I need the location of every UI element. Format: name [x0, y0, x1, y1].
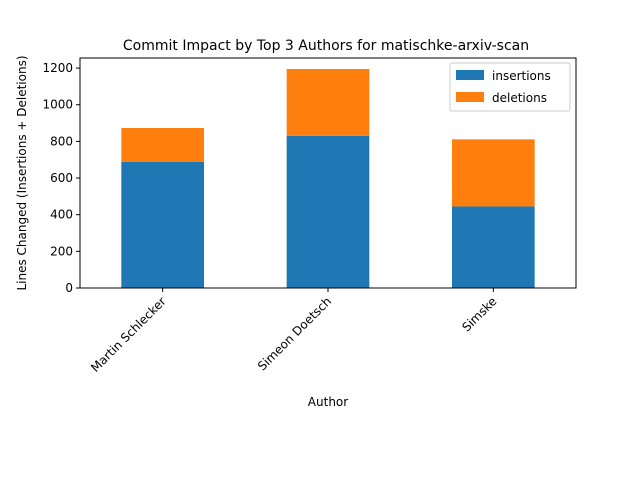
bars-group	[121, 68, 535, 288]
chart-title: Commit Impact by Top 3 Authors for matis…	[123, 38, 529, 54]
x-axis-label: Author	[308, 395, 348, 409]
legend-label-insertions: insertions	[492, 69, 551, 83]
y-axis-label: Lines Changed (Insertions + Deletions)	[15, 55, 29, 290]
legend-label-deletions: deletions	[492, 91, 547, 105]
x-tick-label: Martin Schlecker	[88, 294, 169, 375]
y-tick-label: 400	[50, 208, 73, 222]
x-tick-label: Simeon Doetsch	[255, 294, 334, 373]
bar-insertions-1	[286, 135, 370, 288]
bar-deletions-1	[286, 68, 370, 136]
y-axis: 0 200 400 600 800 1000 1200	[42, 61, 80, 295]
plot-frame	[79, 57, 577, 289]
y-tick-label: 1000	[42, 98, 73, 112]
y-tick-label: 600	[50, 171, 73, 185]
x-tick-label: Simske	[459, 294, 499, 334]
bar-insertions-2	[452, 206, 535, 288]
legend: insertions deletions	[449, 62, 571, 112]
y-tick-label: 800	[50, 134, 73, 148]
legend-swatch-deletions	[456, 92, 484, 102]
x-axis: Martin Schlecker Simeon Doetsch Simske	[88, 288, 499, 375]
bar-insertions-0	[121, 161, 204, 288]
y-tick-label: 0	[65, 281, 73, 295]
legend-swatch-insertions	[456, 70, 484, 80]
bar-deletions-0	[121, 128, 204, 162]
bar-deletions-2	[452, 139, 535, 207]
y-tick-label: 200	[50, 244, 73, 258]
y-tick-label: 1200	[42, 61, 73, 75]
